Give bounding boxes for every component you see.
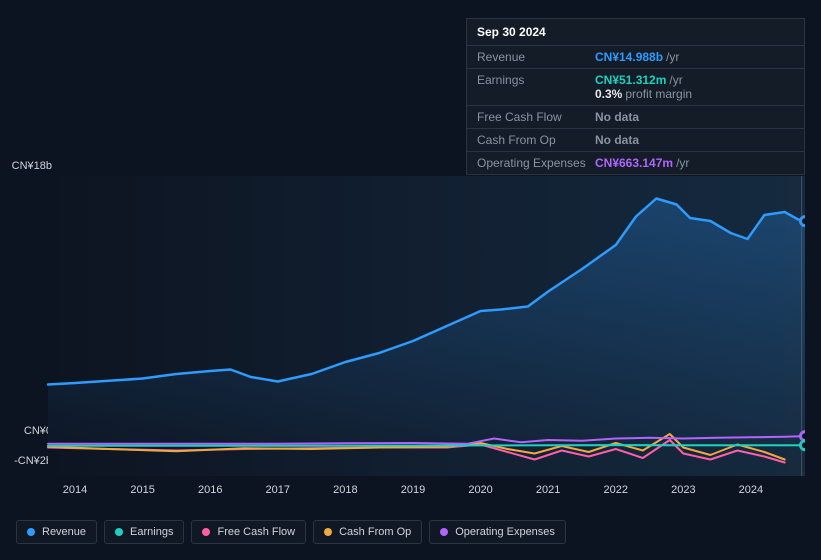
tooltip-row: Operating ExpensesCN¥663.147m/yr — [467, 152, 804, 174]
tooltip-panel: Sep 30 2024 RevenueCN¥14.988b/yrEarnings… — [466, 18, 805, 175]
tooltip-row-label: Earnings — [477, 73, 595, 101]
tooltip-row: EarningsCN¥51.312m/yr0.3%profit margin — [467, 69, 804, 106]
legend-dot-icon — [202, 528, 210, 536]
x-axis-label: 2024 — [739, 484, 763, 496]
x-axis-label: 2016 — [198, 484, 222, 496]
tooltip-row: Free Cash FlowNo data — [467, 106, 804, 129]
legend-label: Cash From Op — [339, 526, 411, 538]
tooltip-row-value: CN¥51.312m/yr0.3%profit margin — [595, 73, 794, 101]
legend-item[interactable]: Revenue — [16, 520, 97, 544]
legend-dot-icon — [440, 528, 448, 536]
tooltip-row-value: CN¥14.988b/yr — [595, 50, 794, 64]
legend: Revenue Earnings Free Cash Flow Cash From O… — [16, 520, 566, 544]
x-axis-label: 2022 — [604, 484, 628, 496]
x-axis-label: 2020 — [468, 484, 492, 496]
x-axis-label: 2018 — [333, 484, 357, 496]
legend-dot-icon — [27, 528, 35, 536]
chart-area — [16, 176, 805, 476]
x-axis-label: 2014 — [63, 484, 87, 496]
legend-item[interactable]: Free Cash Flow — [191, 520, 306, 544]
tooltip-row-value: No data — [595, 133, 794, 147]
tooltip-row-value: CN¥663.147m/yr — [595, 156, 794, 170]
legend-dot-icon — [115, 528, 123, 536]
legend-label: Revenue — [42, 526, 86, 538]
tooltip-row: Cash From OpNo data — [467, 129, 804, 152]
legend-label: Operating Expenses — [455, 526, 555, 538]
x-axis-label: 2019 — [401, 484, 425, 496]
x-axis-label: 2021 — [536, 484, 560, 496]
legend-item[interactable]: Operating Expenses — [429, 520, 566, 544]
legend-label: Free Cash Flow — [217, 526, 295, 538]
tooltip-row-value: No data — [595, 110, 794, 124]
tooltip-row-label: Operating Expenses — [477, 156, 595, 170]
legend-item[interactable]: Earnings — [104, 520, 184, 544]
x-axis-label: 2023 — [671, 484, 695, 496]
tooltip-row-label: Cash From Op — [477, 133, 595, 147]
tooltip-row: RevenueCN¥14.988b/yr — [467, 46, 804, 69]
tooltip-date: Sep 30 2024 — [467, 19, 804, 46]
series-line — [48, 445, 805, 446]
tooltip-row-label: Revenue — [477, 50, 595, 64]
legend-item[interactable]: Cash From Op — [313, 520, 422, 544]
tooltip-row-subvalue: 0.3%profit margin — [595, 87, 794, 101]
x-axis: 2014 2015 2016 2017 2018 2019 2020 2021 2022 2023… — [16, 484, 805, 500]
x-axis-label: 2017 — [266, 484, 290, 496]
legend-dot-icon — [324, 528, 332, 536]
x-axis-label: 2015 — [130, 484, 154, 496]
tooltip-row-label: Free Cash Flow — [477, 110, 595, 124]
y-axis-label: CN¥18b — [0, 160, 52, 172]
legend-label: Earnings — [130, 526, 173, 538]
